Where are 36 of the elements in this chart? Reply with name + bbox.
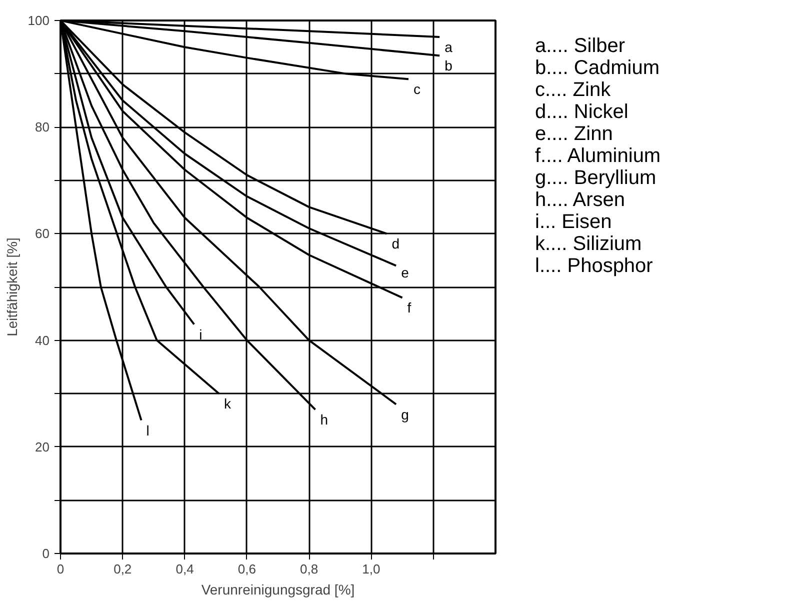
y-tick-label: 100	[28, 13, 50, 28]
text: i... Eisen	[535, 211, 613, 233]
series-label: e	[401, 264, 410, 281]
series-label: b	[444, 58, 453, 74]
text: e.... Zinn	[535, 123, 614, 145]
text: g.... Beryllium	[535, 167, 658, 189]
series-label: d	[392, 236, 400, 252]
x-tick-label: 0,8	[300, 562, 318, 576]
y-tick-label: 80	[35, 120, 50, 135]
text: a.... Silber	[535, 35, 626, 57]
text: f.... Aluminium	[535, 145, 661, 167]
series-label: l	[146, 422, 150, 438]
x-tick-label: 1,0	[362, 562, 380, 576]
y-tick-label: 20	[35, 439, 50, 454]
y-tick-label: 0	[42, 546, 50, 561]
text: k.... Silizium	[535, 233, 643, 255]
y-axis-title: Leitfähigkeit [%]	[4, 238, 20, 336]
y-tick-label: 60	[35, 226, 50, 242]
text: b.... Cadmium	[535, 57, 660, 79]
series-label: g	[401, 406, 409, 422]
x-tick-label: 0,6	[238, 562, 256, 576]
text: c.... Zink	[535, 79, 612, 101]
series-label: c	[414, 81, 420, 98]
x-tick-label: 0	[56, 562, 64, 576]
series-label: a	[444, 39, 453, 56]
series-label: f	[407, 300, 412, 316]
text: l.... Phosphor	[535, 255, 654, 277]
y-tick-label: 40	[35, 332, 50, 348]
text: h.... Arsen	[535, 189, 626, 211]
series-label: h	[320, 412, 328, 428]
x-tick-label: 0,4	[176, 562, 194, 576]
series-label: i	[199, 326, 202, 342]
x-axis-title: Verunreinigungsgrad [%]	[201, 582, 355, 598]
series-label: k	[224, 396, 232, 412]
text: d.... Nickel	[535, 101, 630, 123]
x-tick-label: 0,2	[114, 562, 132, 576]
